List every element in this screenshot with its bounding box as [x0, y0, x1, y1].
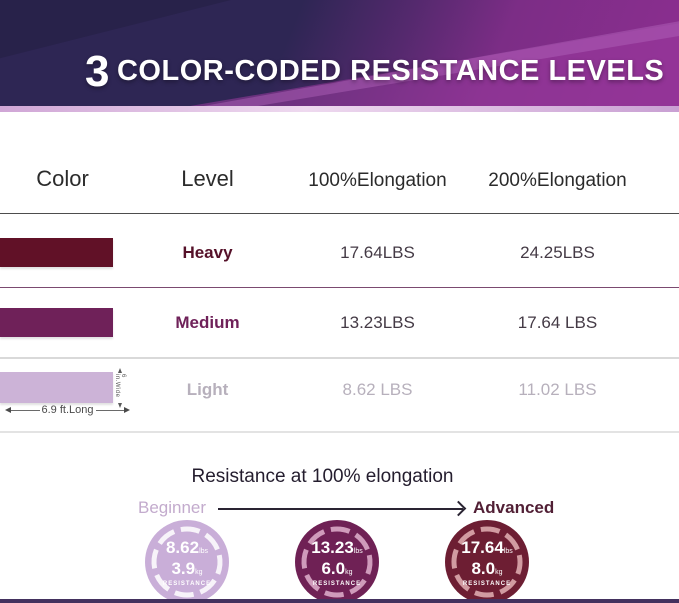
value-medium-100: 13.23LBS — [340, 313, 415, 332]
band-swatch-light — [0, 372, 113, 403]
badge-caption: RESISTANCE — [312, 580, 362, 587]
arrow-left-icon — [5, 407, 11, 413]
progression-arrow — [218, 500, 467, 517]
badge-lbs-value: 17.64 — [461, 538, 504, 558]
column-header-color: Color — [36, 166, 89, 191]
badge-text: 17.64lbs 8.0kg RESISTANCE — [445, 520, 529, 603]
resistance-badge-heavy: 17.64lbs 8.0kg RESISTANCE — [445, 520, 529, 603]
column-header-200-elongation: 200%Elongation — [488, 170, 627, 191]
value-light-200: 11.02 LBS — [518, 380, 597, 399]
badge-caption: RESISTANCE — [462, 580, 512, 587]
arrow-right-icon — [124, 407, 130, 413]
value-heavy-100: 17.64LBS — [340, 243, 415, 262]
arrow-down-icon — [118, 403, 122, 408]
badge-circle-icon — [295, 520, 379, 603]
divider-header — [0, 213, 679, 214]
value-medium-200: 17.64 LBS — [517, 313, 598, 332]
badge-lbs-value: 13.23 — [311, 538, 354, 558]
badge-lbs-unit: lbs — [353, 548, 363, 556]
title-text: COLOR-CODED RESISTANCE LEVELS — [116, 55, 665, 87]
level-label-heavy: Heavy — [182, 243, 233, 262]
badge-text: 8.62lbs 3.9kg RESISTANCE — [145, 520, 229, 603]
badge-circle-icon — [145, 520, 229, 603]
column-header-level: Level — [181, 166, 234, 191]
banner-bottom-strip — [0, 106, 679, 112]
bottom-section-title: Resistance at 100% elongation — [191, 466, 454, 487]
advanced-label: Advanced — [473, 498, 555, 517]
arrowhead-icon — [450, 500, 467, 517]
column-header-100-elongation: 100%Elongation — [308, 170, 447, 191]
width-dimension-annotation: 6 in.Wide — [114, 368, 126, 408]
divider-row-heavy — [0, 287, 679, 288]
banner: 3 COLOR-CODED RESISTANCE LEVELS — [0, 0, 679, 112]
length-dimension-label: 6.9 ft.Long — [41, 404, 94, 416]
band-swatch-medium — [0, 308, 113, 337]
badge-lbs-unit: lbs — [503, 548, 513, 556]
resistance-badge-medium: 13.23lbs 6.0kg RESISTANCE — [295, 520, 379, 603]
value-light-100: 8.62 LBS — [342, 380, 413, 399]
dimension-line — [95, 409, 124, 411]
badge-caption: RESISTANCE — [162, 580, 212, 587]
page-title: 3 COLOR-CODED RESISTANCE LEVELS — [85, 50, 664, 94]
level-label-medium: Medium — [175, 313, 240, 332]
badge-kg-value: 6.0 — [321, 558, 346, 578]
badge-text: 13.23lbs 6.0kg RESISTANCE — [295, 520, 379, 603]
banner-background — [0, 0, 679, 106]
width-dimension-label: 6 in.Wide — [114, 374, 126, 398]
badge-kg-value: 8.0 — [471, 558, 496, 578]
badge-kg-value: 3.9 — [171, 558, 196, 578]
beginner-label: Beginner — [138, 498, 207, 517]
level-label-light: Light — [186, 380, 229, 399]
divider-row-light — [0, 431, 679, 433]
badge-kg-unit: kg — [345, 568, 353, 576]
badge-circle-icon — [445, 520, 529, 603]
title-number: 3 — [85, 47, 110, 96]
arrow-up-icon — [118, 368, 122, 373]
divider-row-medium — [0, 357, 679, 359]
length-dimension-annotation: 6.9 ft.Long — [5, 404, 130, 416]
badge-kg-unit: kg — [495, 568, 503, 576]
resistance-badge-light: 8.62lbs 3.9kg RESISTANCE — [145, 520, 229, 603]
badge-lbs-value: 8.62 — [165, 538, 200, 558]
badge-kg-unit: kg — [195, 568, 203, 576]
value-heavy-200: 24.25LBS — [520, 243, 595, 262]
dimension-line — [11, 409, 40, 411]
badge-lbs-unit: lbs — [199, 548, 209, 556]
band-swatch-heavy — [0, 238, 113, 267]
bottom-edge-strip — [0, 599, 679, 603]
